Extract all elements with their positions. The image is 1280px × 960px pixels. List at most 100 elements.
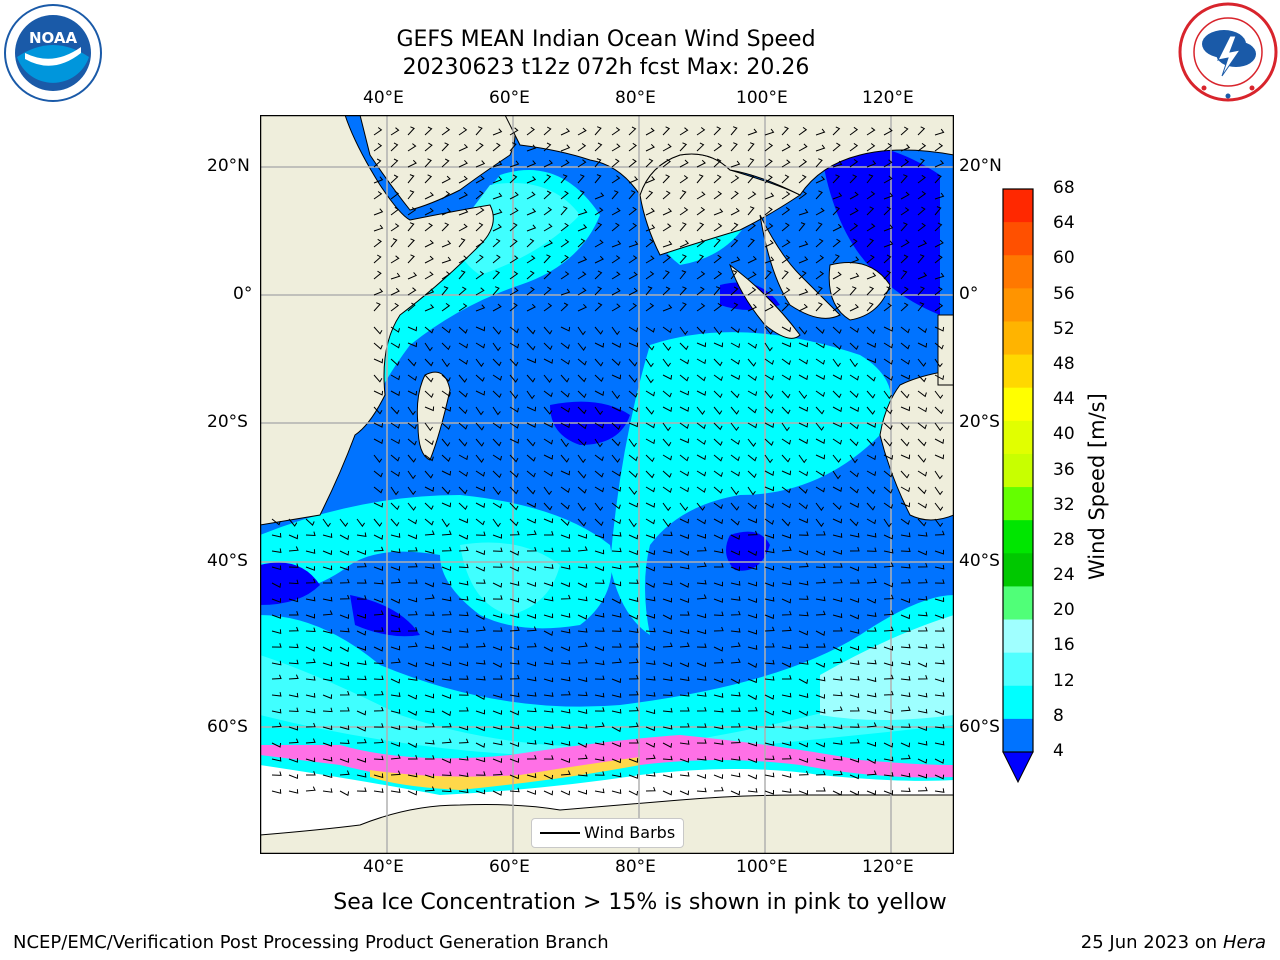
wind-barb [492,502,502,509]
wind-barb [713,270,723,280]
wind-barb [543,630,554,636]
wind-barb [424,422,434,432]
wind-barb [832,374,843,381]
wind-barb [730,438,740,445]
wind-barb [356,646,366,651]
wind-barb [458,788,469,794]
colorbar-label: Wind Speed [m/s] [1085,393,1109,580]
wind-barb [917,662,928,668]
wind-barb [900,422,910,431]
colorbar-tick-label: 28 [1053,529,1075,550]
wind-barb [390,709,401,714]
wind-barb [849,738,860,744]
wind-barb [645,646,656,651]
wind-barb [594,788,605,794]
wind-barb [866,454,877,461]
wind-barb [866,470,877,477]
wind-barb [560,206,568,216]
wind-barb [917,142,927,152]
wind-barb [458,127,468,136]
wind-barb [883,438,893,447]
wind-barb [594,126,602,136]
wind-barb [441,661,452,667]
wind-barb [492,374,502,381]
wind-barb [696,422,706,430]
wind-barb [713,422,723,431]
wind-barb [288,692,299,698]
right-lat-tick: 0° [959,284,979,304]
wind-barb [407,694,418,700]
wind-barb [577,709,588,714]
wind-barb [339,725,350,731]
wind-barb [883,240,894,248]
wind-barb [866,644,877,650]
wind-barb [662,374,673,380]
left-lat-tick: 20°S [207,412,248,432]
wind-barb [611,643,622,648]
wind-barb [934,723,945,729]
wind-barb [713,302,723,312]
wind-barb [866,406,876,415]
wind-barb [441,610,452,616]
wind-barb [424,644,435,650]
wind-barb [594,660,605,666]
wind-barb [934,643,945,649]
wind-barb [407,662,418,668]
wind-barb [475,642,486,648]
wind-barb [781,580,792,586]
wind-barb [526,614,536,619]
wind-barb [832,627,843,632]
wind-barb [390,658,401,664]
wind-barb [917,562,928,568]
wind-barb [781,406,791,415]
wind-barb [458,286,467,296]
wind-barb [866,342,877,348]
wind-barb [305,676,316,681]
wind-barb [730,581,741,586]
wind-barb [492,563,503,568]
wind-barb [441,271,451,280]
wind-barb [730,518,740,526]
wind-barb [747,741,757,747]
wind-barb [526,326,536,335]
wind-barb [764,206,773,216]
wind-barb [815,190,823,200]
wind-barb [390,302,400,312]
wind-barb [917,550,928,556]
wind-barb [645,390,655,397]
bottom-lon-tick: 100°E [736,857,788,877]
wind-barb [747,390,758,397]
wind-barb [509,566,520,572]
wind-barb [543,190,552,200]
wind-barb [611,240,622,248]
wind-barb [713,693,724,698]
wind-barb [271,742,282,748]
wind-barb [900,518,910,526]
wind-barb [424,358,434,367]
wind-barb [373,390,384,396]
wind-barb [390,142,399,152]
wind-barb [832,676,843,681]
wind-barb [475,502,486,508]
wind-barb [645,742,656,748]
wind-barb [900,547,911,553]
wind-barb [730,454,740,462]
wind-barb [815,326,825,334]
wind-barb [917,326,927,334]
wind-barb [764,406,774,414]
wind-barb [798,724,809,730]
wind-barb [560,613,571,618]
wind-barb [475,207,485,216]
wind-barb [441,694,452,700]
wind-barb [407,642,418,648]
wind-barb [628,722,639,728]
wind-barb [458,238,466,248]
wind-barb [849,566,860,572]
wind-barb [356,630,367,636]
wind-barb [696,676,707,681]
wind-barb [815,207,825,216]
wind-barb [407,406,416,416]
wind-barb [458,596,469,601]
wind-barb [543,374,553,383]
wind-barb [577,546,588,552]
